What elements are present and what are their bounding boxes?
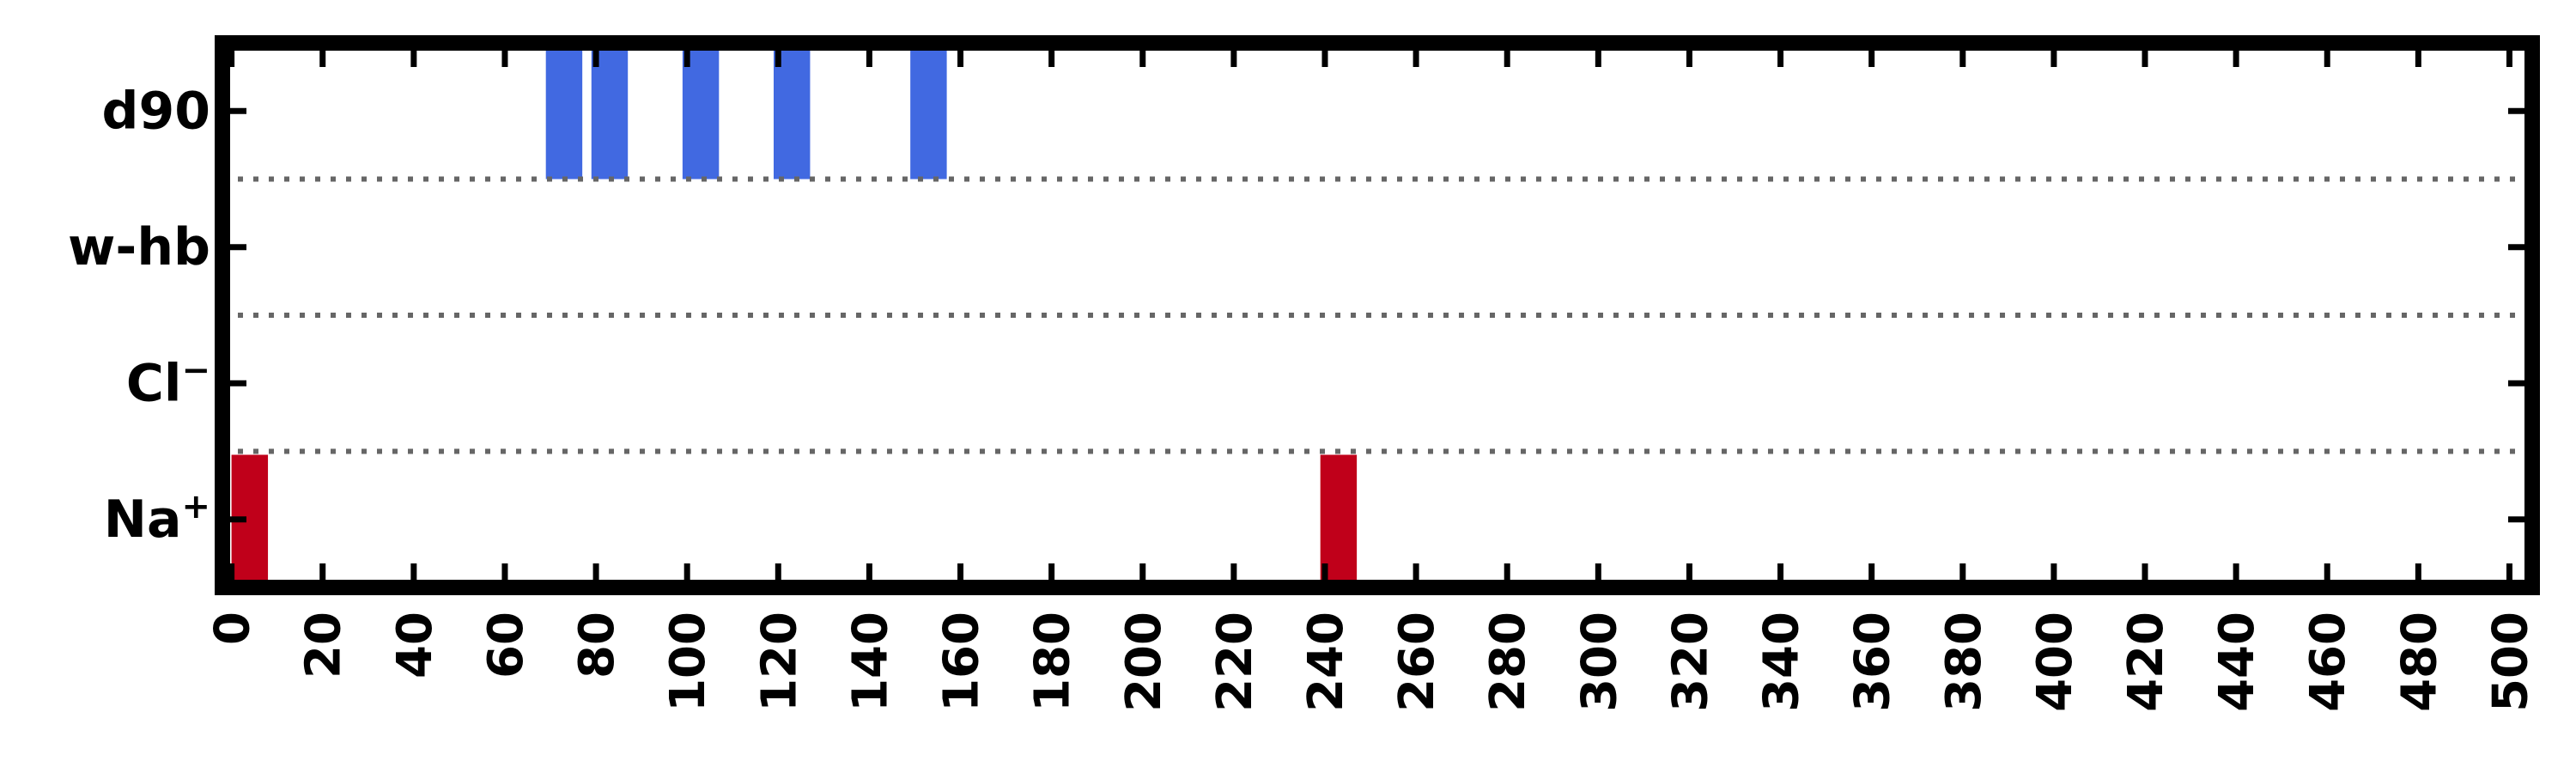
x-tick-label: 60 — [478, 612, 534, 679]
x-tick-label: 440 — [2209, 612, 2265, 712]
bars-layer — [231, 46, 1358, 587]
x-tick-label: 400 — [2027, 612, 2083, 712]
x-tick-label: 100 — [660, 612, 716, 712]
y-tick-label-cl: Cl− — [126, 350, 210, 413]
x-tick-label: 160 — [934, 612, 990, 712]
x-tick-labels: 0 20 40 60 80 100 120 140 160 180 200 220 240 260 280 3… — [205, 612, 2539, 712]
x-tick-label: 180 — [1025, 612, 1081, 712]
plot-frame — [215, 35, 2540, 595]
x-tick-label: 360 — [1845, 612, 1901, 712]
y-tick-label-na: Na+ — [104, 487, 210, 550]
x-tick-label: 380 — [1936, 612, 1992, 712]
x-tick-label: 200 — [1116, 612, 1172, 712]
x-tick-label: 280 — [1480, 612, 1536, 712]
x-tick-label: 140 — [842, 612, 898, 712]
y-tick-label-d90: d90 — [102, 81, 210, 141]
bar-d90-0 — [545, 46, 583, 180]
x-tick-label: 120 — [751, 612, 807, 712]
x-tick-label: 320 — [1662, 612, 1718, 712]
x-tick-label: 40 — [387, 612, 443, 679]
y-tick-label-whb: w-hb — [68, 217, 210, 277]
x-tick-label: 460 — [2300, 612, 2356, 712]
x-tick-label: 220 — [1207, 612, 1263, 712]
x-tick-label: 420 — [2118, 612, 2174, 712]
x-tick-label: 480 — [2391, 612, 2447, 712]
x-tick-label: 0 — [205, 612, 261, 645]
y-tick-labels: d90 w-hb Cl− Na+ — [68, 81, 210, 550]
row-separators — [222, 176, 2532, 454]
bar-d90-4 — [910, 46, 947, 180]
x-tick-label: 240 — [1298, 612, 1354, 712]
bar-d90-2 — [682, 46, 720, 180]
bar-d90-3 — [773, 46, 811, 180]
x-tick-label: 340 — [1754, 612, 1810, 712]
x-tick-label: 260 — [1389, 612, 1445, 712]
x-tick-label: 20 — [296, 612, 352, 679]
bar-d90-1 — [591, 46, 629, 180]
x-tick-label: 500 — [2482, 612, 2538, 712]
x-tick-label: 80 — [569, 612, 625, 679]
x-tick-label: 300 — [1571, 612, 1627, 712]
